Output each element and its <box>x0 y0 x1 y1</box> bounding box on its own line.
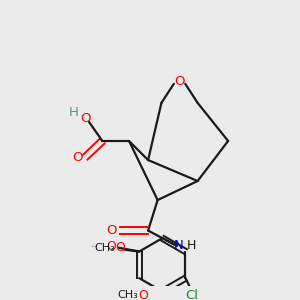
Text: O: O <box>138 289 148 300</box>
Text: Cl: Cl <box>186 289 199 300</box>
Text: O: O <box>72 151 83 164</box>
Text: methoxy: methoxy <box>92 246 98 247</box>
Text: CH₃: CH₃ <box>94 243 116 253</box>
Text: O: O <box>174 75 185 88</box>
Text: O: O <box>80 112 91 124</box>
Text: H: H <box>69 106 79 119</box>
Text: O: O <box>106 240 116 253</box>
Text: O: O <box>115 241 125 254</box>
Text: H: H <box>187 239 196 252</box>
Text: CH₃: CH₃ <box>118 290 139 300</box>
Text: O: O <box>106 224 117 237</box>
Text: N: N <box>174 239 184 252</box>
